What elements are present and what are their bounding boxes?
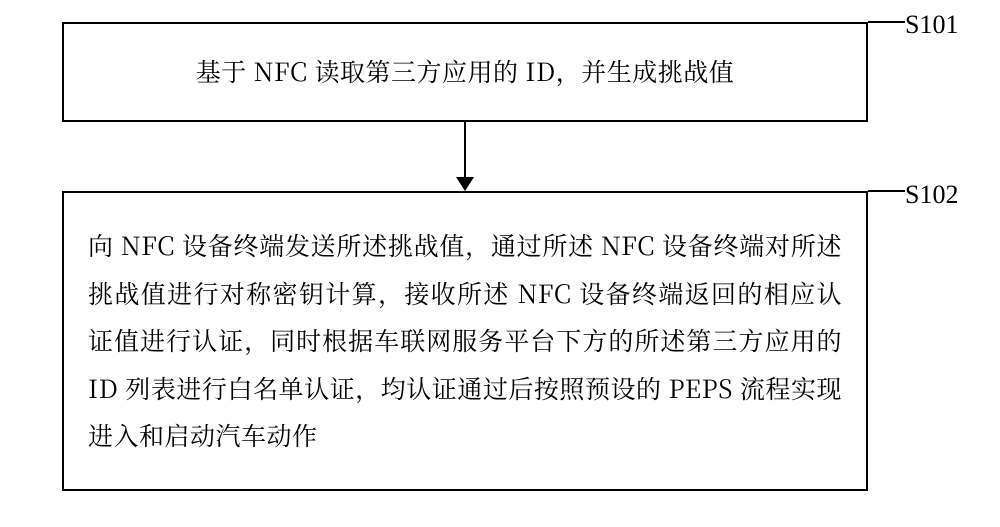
arrow-head-icon — [456, 177, 474, 191]
flow-step-s102-text: 向 NFC 设备终端发送所述挑战值，通过所述 NFC 设备终端对所述挑战值进行对… — [88, 222, 842, 460]
flow-step-s101: 基于 NFC 读取第三方应用的 ID，并生成挑战值 — [62, 22, 868, 122]
flow-step-s101-text: 基于 NFC 读取第三方应用的 ID，并生成挑战值 — [104, 48, 826, 96]
diagram-canvas: 基于 NFC 读取第三方应用的 ID，并生成挑战值 向 NFC 设备终端发送所述… — [0, 0, 1000, 527]
flow-step-s102: 向 NFC 设备终端发送所述挑战值，通过所述 NFC 设备终端对所述挑战值进行对… — [62, 191, 868, 491]
step-label-s102: S102 — [905, 180, 958, 210]
step-label-s101: S101 — [905, 10, 958, 40]
arrow-s101-to-s102 — [464, 122, 466, 179]
